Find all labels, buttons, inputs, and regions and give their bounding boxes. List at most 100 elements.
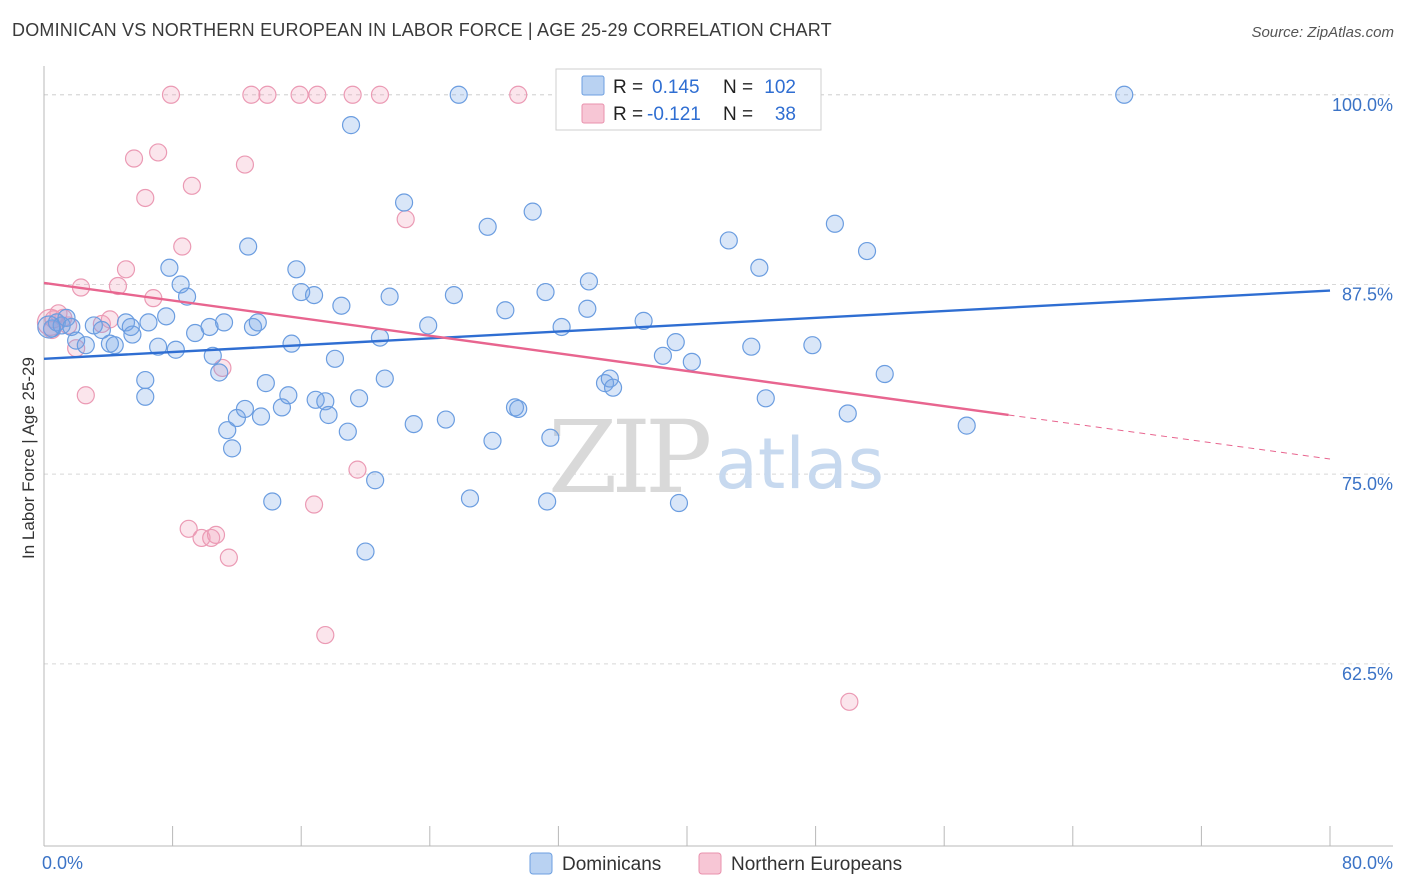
dominicans-point bbox=[538, 492, 557, 511]
dominicans-point bbox=[436, 410, 455, 429]
dominicans-point bbox=[105, 336, 124, 355]
legend-r-value-1: 0.145 bbox=[652, 77, 700, 98]
dominicans-point bbox=[742, 337, 761, 356]
northern-europeans-point bbox=[343, 85, 362, 104]
legend-r-label-2: R = bbox=[613, 104, 643, 125]
dominicans-point bbox=[356, 542, 375, 561]
dominicans-point bbox=[380, 287, 399, 306]
dominicans-point bbox=[67, 331, 86, 350]
watermark: ZIP atlas bbox=[548, 399, 884, 516]
northern-europeans-point bbox=[149, 143, 168, 162]
northern-europeans-point bbox=[235, 155, 255, 174]
chart-title: DOMINICAN VS NORTHERN EUROPEAN IN LABOR … bbox=[12, 20, 832, 40]
dominicans-point bbox=[325, 349, 345, 368]
dominicans-point bbox=[682, 352, 701, 371]
dominicans-point bbox=[719, 231, 738, 250]
y-tick-label: 75.0% bbox=[1342, 474, 1393, 494]
dominicans-point bbox=[304, 285, 324, 305]
legend-r-value-2: -0.121 bbox=[647, 104, 701, 125]
x-tick-min: 0.0% bbox=[42, 853, 83, 873]
dominicans-point bbox=[282, 334, 301, 353]
northern-europeans-point bbox=[116, 260, 136, 279]
dominicans-point bbox=[251, 407, 271, 426]
dominicans-point bbox=[62, 317, 81, 337]
dominicans-point bbox=[536, 282, 555, 302]
dominicans-point bbox=[256, 374, 275, 393]
northern-europeans-point bbox=[258, 85, 277, 104]
dominicans-point bbox=[603, 378, 623, 397]
northern-europeans-point bbox=[136, 188, 155, 208]
dominicans-point bbox=[136, 370, 155, 390]
dominicans-point bbox=[634, 311, 653, 330]
dominicans-point bbox=[578, 299, 597, 318]
northern-europeans-point bbox=[173, 237, 192, 256]
dominicans-point bbox=[496, 301, 515, 320]
dominicans-point bbox=[248, 313, 267, 332]
dominicans-point bbox=[666, 333, 685, 352]
northern-europeans-trendline bbox=[1008, 414, 1331, 460]
dominicans-point bbox=[139, 313, 158, 332]
series-legend-label-northern-europeans: Northern Europeans bbox=[731, 854, 902, 875]
dominicans-point bbox=[136, 387, 155, 406]
grid-lines bbox=[44, 94, 1390, 665]
dominicans-point bbox=[319, 405, 338, 425]
dominicans-point bbox=[166, 340, 185, 359]
dominicans-point bbox=[149, 337, 168, 356]
northern-europeans-point bbox=[161, 85, 181, 104]
legend-swatch-blue bbox=[581, 75, 605, 96]
dominicans-point bbox=[279, 386, 298, 405]
y-tick-labels: 62.5% 75.0% 87.5% 100.0% bbox=[1332, 95, 1393, 684]
dominicans-points bbox=[37, 85, 1134, 561]
dominicans-point bbox=[214, 313, 234, 332]
dominicans-point bbox=[287, 260, 306, 279]
x-tick-max: 80.0% bbox=[1342, 853, 1393, 873]
y-tick-label: 62.5% bbox=[1342, 664, 1393, 684]
dominicans-point bbox=[123, 325, 142, 344]
dominicans-point bbox=[157, 307, 176, 326]
northern-europeans-points bbox=[36, 85, 859, 711]
northern-europeans-point bbox=[202, 528, 221, 548]
dominicans-point bbox=[449, 85, 468, 104]
legend-r-label-1: R = bbox=[613, 77, 643, 98]
northern-europeans-point bbox=[304, 495, 324, 514]
dominicans-point bbox=[957, 416, 976, 435]
dominicans-point bbox=[509, 399, 528, 419]
watermark-atlas: atlas bbox=[715, 423, 884, 505]
northern-europeans-point bbox=[242, 85, 261, 104]
dominicans-point bbox=[332, 296, 351, 315]
dominicans-point bbox=[579, 272, 599, 291]
dominicans-point bbox=[552, 317, 571, 337]
dominicans-point bbox=[444, 285, 464, 305]
dominicans-point bbox=[1115, 85, 1134, 104]
northern-europeans-trendline bbox=[43, 281, 1009, 417]
dominicans-point bbox=[460, 489, 480, 508]
northern-europeans-point bbox=[370, 85, 390, 104]
dominicans-point bbox=[210, 363, 229, 382]
dominicans-point bbox=[203, 346, 222, 365]
dominicans-point bbox=[669, 493, 689, 513]
dominicans-point bbox=[478, 217, 497, 236]
northern-europeans-point bbox=[308, 85, 327, 104]
dominicans-trendline bbox=[43, 289, 1331, 361]
dominicans-point bbox=[750, 258, 769, 277]
dominicans-point bbox=[160, 258, 179, 277]
northern-europeans-point bbox=[396, 210, 415, 229]
dominicans-point bbox=[235, 399, 255, 419]
dominicans-point bbox=[121, 317, 140, 337]
dominicans-point bbox=[523, 202, 542, 221]
source-credit: Source: ZipAtlas.com bbox=[1251, 24, 1394, 41]
dominicans-point bbox=[838, 404, 857, 423]
dominicans-point bbox=[825, 214, 844, 233]
dominicans-point bbox=[263, 492, 282, 511]
northern-europeans-point bbox=[206, 525, 226, 544]
dominicans-point bbox=[200, 317, 219, 337]
legend-n-label-1: N = bbox=[723, 77, 753, 98]
dominicans-point bbox=[857, 241, 877, 261]
stats-legend: R = 0.145 N = 102 R = -0.121 N = 38 bbox=[555, 68, 822, 131]
legend-swatch-pink bbox=[581, 103, 605, 124]
series-legend-label-dominicans: Dominicans bbox=[562, 854, 661, 875]
northern-europeans-point bbox=[124, 149, 144, 168]
dominicans-point bbox=[875, 364, 894, 384]
dominicans-point bbox=[218, 421, 237, 440]
